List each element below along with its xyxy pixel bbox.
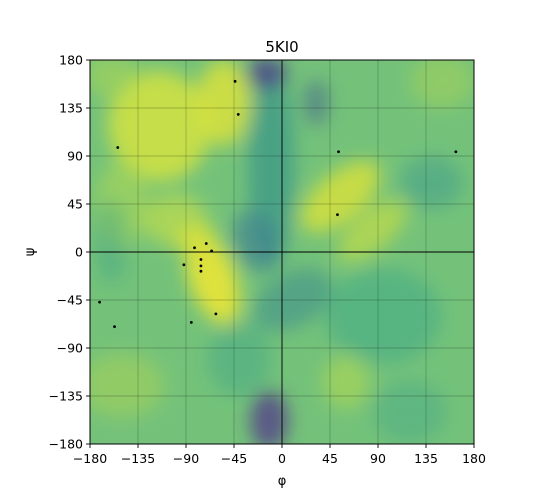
density-blob: [107, 70, 211, 182]
y-tick-label: 0: [75, 245, 83, 260]
data-point: [113, 325, 116, 329]
x-axis-label: φ: [278, 474, 287, 489]
x-tick-label: −135: [121, 451, 155, 466]
x-tick-label: −180: [73, 451, 107, 466]
data-point: [116, 146, 120, 149]
data-point: [214, 312, 218, 316]
data-point: [182, 263, 186, 267]
density-heatmap: [90, 60, 474, 444]
data-point: [204, 242, 208, 245]
y-tick-label: −90: [57, 341, 83, 356]
density-blob: [185, 232, 241, 325]
density-blob: [175, 223, 219, 256]
density-blob: [372, 380, 448, 444]
x-tick-label: −45: [221, 451, 247, 466]
data-point: [236, 113, 240, 116]
data-points: [98, 79, 458, 329]
x-tick-label: 180: [462, 451, 486, 466]
density-blob: [95, 198, 128, 284]
density-blob: [399, 156, 464, 210]
zero-lines: [90, 60, 474, 444]
y-tick-label: 45: [67, 197, 83, 212]
density-blob: [250, 390, 289, 444]
density-blob: [337, 199, 408, 262]
data-point: [199, 264, 203, 268]
density-blob: [300, 160, 381, 233]
density-blob: [324, 268, 443, 364]
density-blob: [230, 210, 280, 273]
y-tick-label: 90: [67, 149, 83, 164]
y-axis-label: ψ: [23, 248, 38, 257]
x-tick-label: 90: [370, 451, 386, 466]
data-point: [199, 258, 203, 261]
y-tick-label: −45: [57, 293, 83, 308]
density-blob: [303, 79, 329, 127]
data-point: [336, 213, 339, 217]
x-tick-label: −90: [173, 451, 199, 466]
y-tick-label: −180: [49, 437, 83, 452]
data-point: [454, 150, 458, 154]
x-tick-label: 45: [322, 451, 338, 466]
y-tick-label: 180: [59, 53, 83, 68]
density-blob: [90, 60, 138, 98]
data-point: [199, 269, 203, 273]
density-blob: [244, 60, 288, 89]
chart-title: 5KI0: [265, 38, 298, 56]
density-blob: [207, 321, 272, 396]
data-point: [210, 249, 214, 253]
x-tick-label: 0: [278, 451, 286, 466]
x-tick-label: 135: [414, 451, 438, 466]
y-tick-label: −135: [49, 389, 83, 404]
data-point: [337, 150, 340, 154]
density-blob: [90, 353, 165, 418]
data-point: [233, 79, 237, 83]
density-blob: [253, 268, 332, 332]
data-point: [189, 321, 193, 324]
density-blob: [196, 60, 250, 146]
data-point: [98, 300, 101, 304]
x-axis-ticks: −180 −135 −90 −45 0 45 90 135 180: [73, 444, 486, 466]
density-blob: [410, 60, 474, 108]
y-tick-label: 135: [59, 101, 83, 116]
y-axis-ticks: −180 −135 −90 −45 0 45 90 135 180: [49, 53, 90, 452]
data-point: [193, 246, 196, 250]
plot-area: [90, 60, 474, 444]
density-blob: [322, 355, 370, 409]
